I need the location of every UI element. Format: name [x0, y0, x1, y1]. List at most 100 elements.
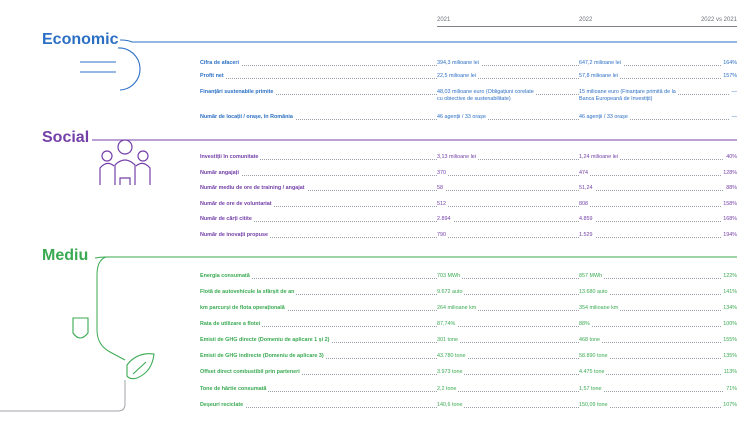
value-2021: 301 tone: [437, 337, 460, 344]
value-2021-line2: cu obiective de sustenabilitate): [437, 96, 511, 102]
table-row: Emisii de GHG indirecte (Domeniu de apli…: [200, 353, 737, 363]
value-change: 194%: [721, 232, 737, 239]
table-row: Emisii de GHG directe (Domeniu de aplica…: [200, 337, 737, 347]
value-change: 88%: [724, 185, 737, 192]
value-2022: 57,8 milioane lei: [579, 73, 620, 80]
value-change: 155%: [721, 337, 737, 344]
value-2022: 1,24 milioane lei: [579, 154, 620, 161]
section-title-mediu: Mediu: [42, 247, 89, 264]
value-2021: 2.894: [437, 216, 453, 223]
column-header-2022: 2022: [579, 17, 593, 23]
section-title-social: Social: [42, 129, 90, 146]
value-2021: 87,74%: [437, 321, 458, 328]
value-2022: 46 agenții / 33 orașe: [579, 114, 630, 121]
value-2021: 264 milioane km: [437, 305, 479, 312]
value-change: 122%: [721, 273, 737, 280]
row-label: Număr de ore de voluntariat: [200, 201, 274, 208]
table-row: Offset direct combustibil prin parteneri…: [200, 369, 737, 379]
value-2021: 48,03 milioane euro (Obligațiuni corelat…: [437, 89, 536, 103]
table-row: Număr de cărți citite 2.894 4.859 168%: [200, 216, 737, 226]
value-2022: 808: [579, 201, 590, 208]
value-2021-line1: 48,03 milioane euro (Obligațiuni corelat…: [437, 89, 534, 95]
row-label: Flotă de autovehicule la sfârșit de an: [200, 289, 297, 296]
row-label: Emisii de GHG indirecte (Domeniu de apli…: [200, 353, 326, 360]
row-label: Număr de inovații propuse: [200, 232, 270, 239]
row-label: Număr angajați: [200, 170, 241, 177]
value-2021: 46 agenții / 33 orașe: [437, 114, 488, 121]
row-label: Offset direct combustibil prin parteneri: [200, 369, 302, 376]
row-label: Număr mediu de ore de training / angajat: [200, 185, 307, 192]
table-row: Număr angajați 370 474 128%: [200, 170, 737, 180]
table-row: Număr mediu de ore de training / angajat…: [200, 185, 737, 195]
value-2022: 13.680 auto: [579, 289, 610, 296]
value-2021: 394,3 milioane lei: [437, 60, 481, 67]
value-2022: 58.890 tone: [579, 353, 610, 360]
table-row: km parcurși de flota operațională 264 mi…: [200, 305, 737, 315]
table-row: Număr de locații / orașe, în România 46 …: [200, 114, 737, 124]
euro-icon: [80, 47, 141, 91]
value-2022: 857 MWh: [579, 273, 605, 280]
row-label: Tone de hârtie consumată: [200, 386, 269, 393]
table-row: Număr de inovații propuse 790 1.529 194%: [200, 232, 737, 242]
row-label: Cifra de afaceri: [200, 60, 241, 67]
value-2022: 1,57 tone: [579, 386, 604, 393]
row-label: Finanțări sustenabile primite: [200, 89, 276, 96]
value-2021: 140,6 tone: [437, 402, 465, 409]
value-2021: 22,5 milioane lei: [437, 73, 478, 80]
value-change: 157%: [721, 73, 737, 80]
value-change: 100%: [721, 321, 737, 328]
table-row: Deșeuri reciclate 140,6 tone 150,09 tone…: [200, 402, 737, 412]
value-2022-line1: 15 milioane euro (Finanțare primită de l…: [579, 89, 676, 95]
value-change: 113%: [721, 369, 737, 376]
table-row: Finanțări sustenabile primite 48,03 mili…: [200, 89, 737, 107]
row-label: Număr de cărți citite: [200, 216, 254, 223]
row-label: Rata de utilizare a flotei: [200, 321, 263, 328]
value-2022: 354 milioane km: [579, 305, 621, 312]
value-2022: 4.475 tone: [579, 369, 607, 376]
value-2021: 2,2 tone: [437, 386, 459, 393]
value-change: —: [729, 89, 737, 96]
row-label: Investiții în comunitate: [200, 154, 261, 161]
value-2021: 43.780 tone: [437, 353, 468, 360]
table-row: Profit net 22,5 milioane lei 57,8 milioa…: [200, 73, 737, 83]
table-row: Investiții în comunitate 3,13 milioane l…: [200, 154, 737, 164]
table-row: Număr de ore de voluntariat 512 808 158%: [200, 201, 737, 211]
table-row: Flotă de autovehicule la sfârșit de an 9…: [200, 289, 737, 299]
value-2021: 58: [437, 185, 445, 192]
value-change: —: [729, 114, 737, 121]
table-row: Cifra de afaceri 394,3 milioane lei 647,…: [200, 60, 737, 70]
row-label: km parcurși de flota operațională: [200, 305, 287, 312]
value-change: 164%: [721, 60, 737, 67]
value-2022: 88%: [579, 321, 592, 328]
value-change: 158%: [721, 201, 737, 208]
value-change: 134%: [721, 305, 737, 312]
value-2021: 703 MWh: [437, 273, 463, 280]
table-row: Rata de utilizare a flotei 87,74% 88% 10…: [200, 321, 737, 331]
value-change: 141%: [721, 289, 737, 296]
table-row: Tone de hârtie consumată 2,2 tone 1,57 t…: [200, 386, 737, 396]
value-2021: 3,13 milioane lei: [437, 154, 478, 161]
value-2022: 51,24: [579, 185, 595, 192]
header-divider: [437, 26, 737, 27]
value-change: 135%: [721, 353, 737, 360]
value-2022: 4.859: [579, 216, 595, 223]
value-2021: 370: [437, 170, 448, 177]
leaf-icon: [72, 317, 155, 380]
value-2021: 3.973 tone: [437, 369, 465, 376]
value-change: 107%: [721, 402, 737, 409]
value-2022: 1.529: [579, 232, 595, 239]
value-2022: 468 tone: [579, 337, 602, 344]
column-header-2021: 2021: [437, 17, 451, 23]
value-2021: 512: [437, 201, 448, 208]
value-change: 128%: [721, 170, 737, 177]
row-label: Număr de locații / orașe, în România: [200, 114, 295, 121]
value-2022: 647,2 milioane lei: [579, 60, 623, 67]
value-2022-line2: Banca Europeană de Investiții): [579, 96, 653, 102]
value-change: 168%: [721, 216, 737, 223]
value-2022: 15 milioane euro (Finanțare primită de l…: [579, 89, 678, 103]
value-2021: 9.672 auto: [437, 289, 465, 296]
value-change: 71%: [724, 386, 737, 393]
value-2021: 790: [437, 232, 448, 239]
row-label: Profit net: [200, 73, 226, 80]
